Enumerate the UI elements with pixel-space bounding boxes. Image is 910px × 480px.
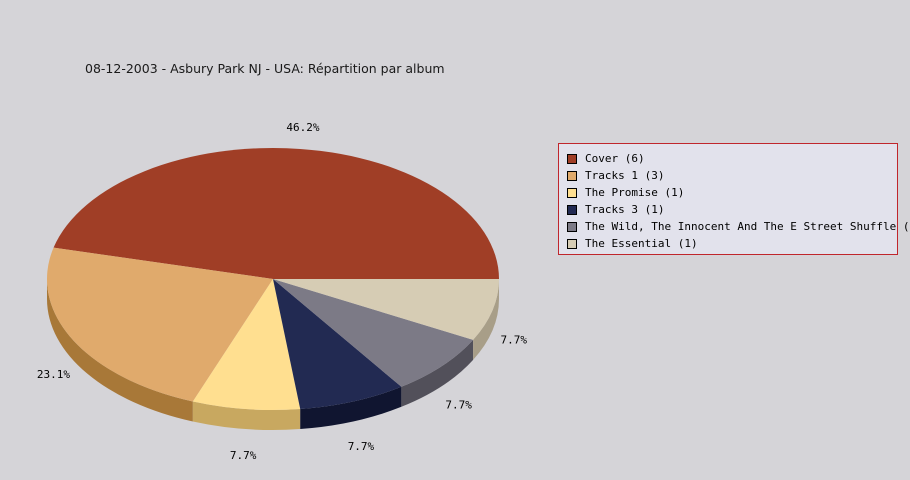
pie-slice-side	[192, 401, 301, 430]
pie-slice-label: 7.7%	[230, 449, 257, 462]
pie-slice	[192, 279, 301, 410]
pie-slice	[53, 147, 500, 279]
legend-label: Tracks 1 (3)	[585, 169, 665, 182]
legend-label: Tracks 3 (1)	[585, 203, 665, 216]
legend-swatch	[567, 187, 577, 198]
pie-slice-side	[300, 386, 402, 430]
pie-slice-side	[47, 279, 193, 422]
legend-item: Tracks 1 (3)	[567, 167, 897, 184]
chart-title: 08-12-2003 - Asbury Park NJ - USA: Répar…	[85, 61, 445, 76]
pie-slice-label: 7.7%	[348, 440, 375, 453]
pie-slice	[273, 279, 474, 387]
pie-slice	[273, 279, 402, 410]
legend-item: The Wild, The Innocent And The E Street …	[567, 218, 910, 235]
legend-label: The Essential (1)	[585, 237, 698, 250]
legend-swatch	[567, 204, 577, 215]
pie-slice-label: 7.7%	[501, 334, 528, 347]
pie-slice	[47, 247, 273, 402]
pie-slice-label: 46.2%	[286, 121, 319, 134]
legend-label: Cover (6)	[585, 152, 645, 165]
legend-item: Cover (6)	[567, 150, 897, 167]
legend-item: The Essential (1)	[567, 235, 897, 252]
legend-label: The Wild, The Innocent And The E Street …	[585, 220, 910, 233]
legend-swatch	[567, 221, 577, 232]
legend-label: The Promise (1)	[585, 186, 685, 199]
pie-slice	[273, 279, 499, 340]
legend-swatch	[567, 170, 577, 181]
legend: Cover (6) Tracks 1 (3) The Promise (1) T…	[558, 143, 910, 255]
pie-slice-side	[401, 339, 474, 407]
legend-swatch	[567, 238, 577, 249]
pie-slice-label: 7.7%	[445, 398, 472, 411]
legend-swatch	[567, 153, 577, 164]
legend-item: Tracks 3 (1)	[567, 201, 897, 218]
legend-item: The Promise (1)	[567, 184, 897, 201]
pie-slice-label: 23.1%	[37, 368, 70, 381]
pie-slice-side	[473, 279, 499, 360]
